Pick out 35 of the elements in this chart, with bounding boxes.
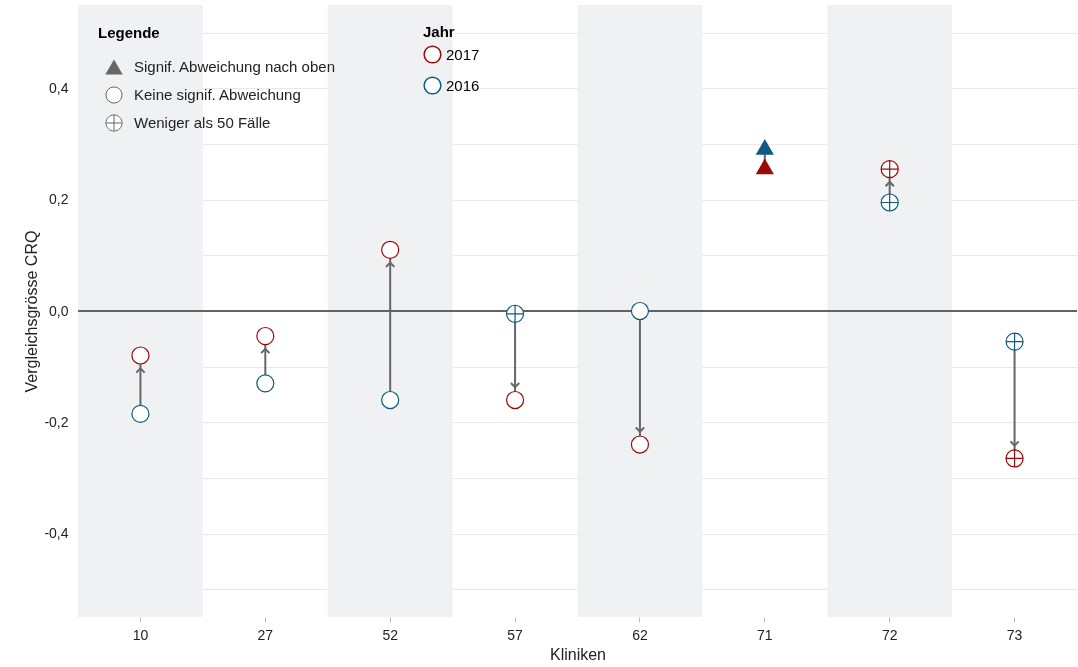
y-tick-label: 0,2 bbox=[49, 191, 69, 208]
annotation: Legende bbox=[98, 24, 160, 41]
x-tick-label: 73 bbox=[1006, 626, 1023, 643]
point bbox=[755, 158, 774, 175]
point bbox=[131, 404, 150, 424]
point bbox=[630, 301, 650, 321]
point bbox=[131, 346, 150, 365]
annotation: Keine signif. Abweichung bbox=[134, 86, 301, 103]
x-tick-label: 71 bbox=[757, 626, 773, 643]
point bbox=[880, 160, 899, 179]
y-tick-label: 0,0 bbox=[49, 302, 69, 319]
y-axis-title: Vergleichsgrösse CRQ bbox=[23, 230, 41, 393]
legend-title: Jahr bbox=[423, 23, 455, 40]
point bbox=[630, 435, 650, 454]
point bbox=[1005, 332, 1024, 351]
point bbox=[1005, 449, 1024, 468]
y-tick-label: -0,4 bbox=[44, 525, 69, 542]
y-tick-label: 0,4 bbox=[49, 79, 69, 96]
point bbox=[755, 139, 774, 155]
x-tick-label: 57 bbox=[507, 626, 524, 643]
annotation: Signif. Abweichung nach oben bbox=[134, 58, 335, 75]
x-tick-label: 27 bbox=[257, 626, 274, 643]
annotation: Weniger als 50 Fälle bbox=[134, 114, 271, 131]
x-tick-label: 62 bbox=[632, 626, 648, 643]
point bbox=[381, 240, 400, 259]
point bbox=[505, 304, 525, 323]
y-tick-label: -0,2 bbox=[44, 413, 69, 430]
point bbox=[880, 193, 899, 212]
x-axis-title: Kliniken bbox=[549, 645, 607, 663]
point bbox=[381, 390, 400, 410]
legend-label: 2016 bbox=[446, 76, 480, 94]
x-tick-label: 10 bbox=[132, 626, 149, 643]
x-tick-label: 72 bbox=[881, 626, 898, 643]
x-tick-label: 52 bbox=[382, 626, 399, 643]
legend-label: 2017 bbox=[446, 45, 480, 63]
